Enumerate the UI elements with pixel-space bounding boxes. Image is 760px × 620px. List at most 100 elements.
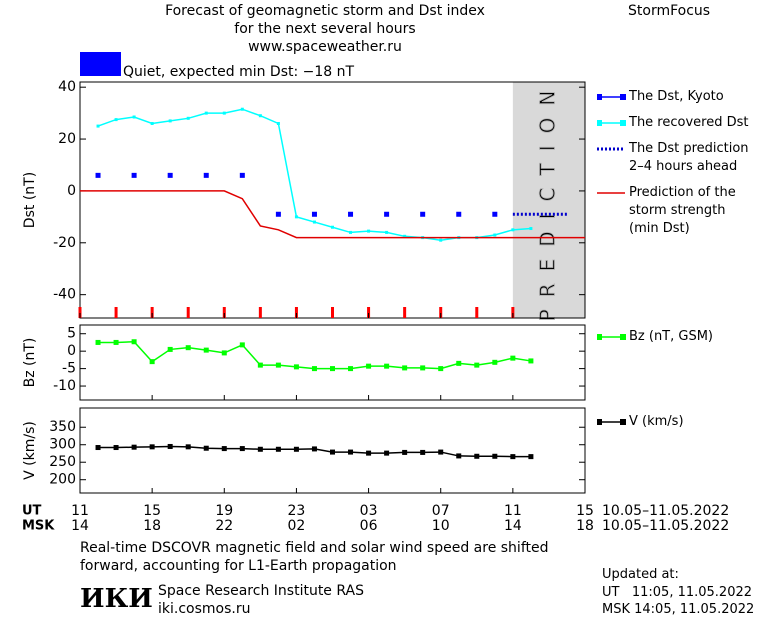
status-indicator <box>80 52 121 76</box>
updated-msk: MSK 14:05, 11.05.2022 <box>602 602 755 617</box>
x-tick-label: 22 <box>215 518 233 534</box>
x-tick-label: 07 <box>432 503 450 519</box>
updated-ut: UT 11:05, 11.05.2022 <box>602 585 753 600</box>
time-axis-dates: 10.05–11.05.2022 <box>602 518 729 534</box>
data-point <box>402 365 408 371</box>
x-tick-label: 10 <box>432 518 450 534</box>
legend-item: The Dst prediction 2–4 hours ahead <box>597 140 749 176</box>
data-point <box>384 450 390 456</box>
data-point <box>276 121 280 125</box>
footer-note: Real-time DSCOVR magnetic field and sola… <box>80 540 549 574</box>
data-point <box>456 360 462 366</box>
data-point <box>528 454 534 460</box>
legend-icon <box>597 419 626 425</box>
data-point <box>275 211 281 217</box>
data-point <box>420 365 426 371</box>
x-tick-label: 11 <box>71 503 89 519</box>
brand: StormFocus <box>628 3 711 19</box>
y-tick-label: 250 <box>49 454 76 470</box>
data-point <box>167 346 173 352</box>
data-point <box>257 446 263 452</box>
updated-title: Updated at: <box>602 567 679 582</box>
time-axis-dates: 10.05–11.05.2022 <box>602 503 729 519</box>
data-point <box>311 211 317 217</box>
y-tick-label: 0 <box>67 343 76 359</box>
y-tick-label: 200 <box>49 472 76 488</box>
data-point <box>348 211 354 217</box>
legend-icon <box>597 94 626 100</box>
legend-label: The recovered Dst <box>629 115 749 130</box>
x-tick-label: 02 <box>288 518 306 534</box>
legend-item: Bz (nT, GSM) <box>597 328 713 346</box>
data-point <box>131 444 137 450</box>
data-point <box>258 114 262 118</box>
y-tick-label: 350 <box>49 419 76 435</box>
data-point <box>204 111 208 115</box>
y-tick-label: -40 <box>53 287 76 303</box>
data-point <box>293 364 299 370</box>
legend-marker <box>597 120 602 126</box>
legend: Bz (nT, GSM) <box>597 328 713 346</box>
data-point <box>510 355 516 361</box>
y-tick-label: 5 <box>67 326 76 342</box>
prediction-label: PREDICTION <box>535 79 559 322</box>
data-point <box>221 350 227 356</box>
x-tick-label: 15 <box>576 503 594 519</box>
data-point <box>96 124 100 128</box>
legend-item: The recovered Dst <box>597 114 749 132</box>
data-point <box>367 229 371 233</box>
data-point <box>456 453 462 459</box>
data-point <box>203 445 209 451</box>
data-point <box>167 443 173 449</box>
logo: ИКИ <box>80 584 153 614</box>
y-axis-label: V (km/s) <box>22 421 38 480</box>
y-tick-label: 300 <box>49 437 76 453</box>
legend: The Dst, Kyoto The recovered Dst The Dst p… <box>597 88 749 238</box>
data-point <box>294 215 298 219</box>
status: Quiet, expected min Dst: −18 nT <box>123 64 355 80</box>
data-point <box>131 339 137 345</box>
data-point <box>311 366 317 372</box>
data-point <box>492 211 498 217</box>
x-tick-label: 19 <box>215 503 233 519</box>
legend-marker <box>597 419 602 425</box>
legend-label: The Dst, Kyoto <box>629 89 724 104</box>
data-point <box>222 111 226 115</box>
legend-label: V (km/s) <box>629 414 684 429</box>
series-line <box>80 190 585 239</box>
legend-icon <box>597 120 626 126</box>
data-point <box>275 446 281 452</box>
data-point <box>474 362 480 368</box>
data-point <box>330 449 335 455</box>
y-tick-label: -20 <box>53 235 76 251</box>
legend-marker <box>620 94 626 100</box>
series-line <box>98 340 532 370</box>
institute: Space Research Institute RAS <box>158 583 364 599</box>
legend-marker <box>597 334 602 340</box>
data-point <box>150 121 154 125</box>
x-tick-label: 18 <box>143 518 161 534</box>
data-point <box>203 347 209 353</box>
legend-item: V (km/s) <box>597 413 684 431</box>
data-point <box>403 234 407 238</box>
data-point <box>221 446 227 452</box>
y-axis-label: Bz (nT) <box>22 338 38 388</box>
data-point <box>528 358 534 364</box>
x-tick-label: 06 <box>360 518 378 534</box>
data-point <box>492 359 498 365</box>
legend-icon <box>597 147 625 151</box>
title: Forecast of geomagnetic storm and Dst in… <box>165 3 485 55</box>
data-point <box>203 172 209 178</box>
y-tick-label: -5 <box>62 361 76 377</box>
legend-icon <box>597 192 625 194</box>
data-point <box>240 107 244 111</box>
x-tick-label: 15 <box>143 503 161 519</box>
time-axis-name: MSK <box>22 519 55 534</box>
data-point <box>510 454 516 460</box>
y-tick-label: -10 <box>53 378 76 394</box>
x-tick-label: 14 <box>504 518 522 534</box>
data-point <box>167 172 173 178</box>
data-point <box>349 230 353 234</box>
data-point <box>113 445 119 451</box>
